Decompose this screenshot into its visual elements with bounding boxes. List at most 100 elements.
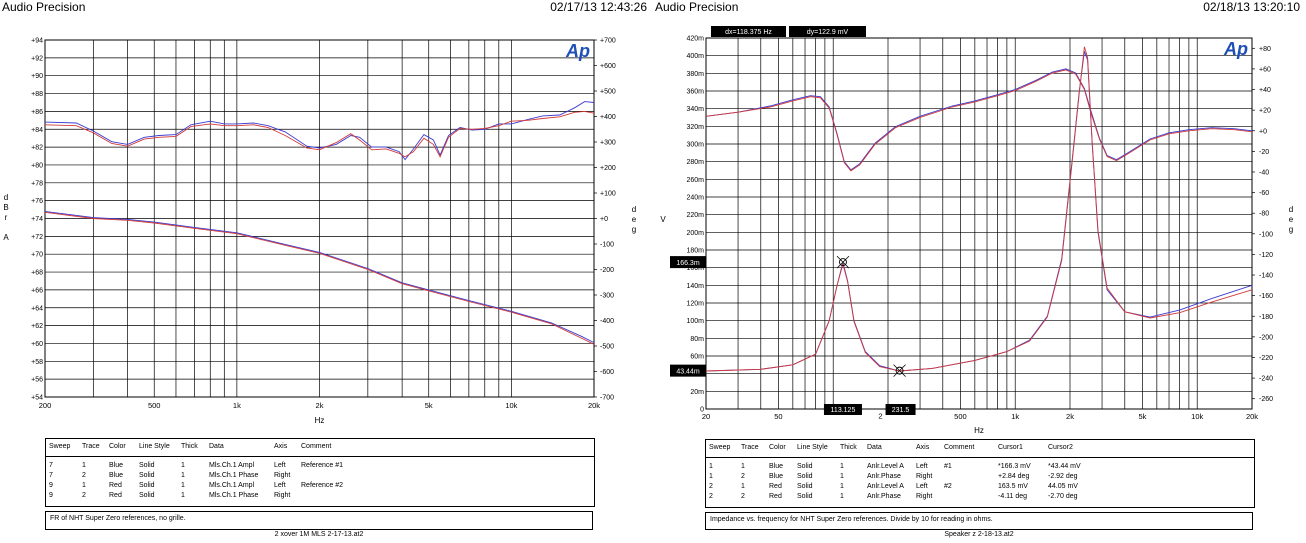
plot-area (705, 37, 1253, 410)
impedance-chart: 420m400m380m360m340m320m300m280m260m240m… (660, 26, 1294, 435)
x-tick-label: 20 (702, 412, 710, 421)
right-axis-label: d (1289, 205, 1293, 214)
left-chart-panel: Audio Precision 02/17/13 12:43:26 +94 +92… (2, 0, 647, 538)
left-tick-label: 300m (686, 142, 704, 149)
table-cell: *166.3 mV (998, 463, 1031, 470)
comment-box: FR of NHT Super Zero references, no gril… (45, 511, 593, 530)
table-cell: 2 (709, 493, 713, 500)
left-tick-label: 160m (686, 265, 704, 272)
right-tick-label: +100 (600, 191, 616, 198)
right-tick-label: -120 (1259, 252, 1273, 259)
sweep-table: Sweep Trace Color Line Style Thick Data Axis Co… (705, 439, 1255, 508)
left-tick-label: +84 (31, 127, 43, 134)
left-tick-label: +68 (31, 270, 43, 277)
table-cell: Blue (769, 473, 784, 480)
table-cell: 1 (741, 463, 745, 470)
right-tick-label: +80 (1259, 46, 1271, 53)
table-cell: 2 (741, 493, 745, 500)
right-tick-label: -500 (600, 344, 614, 351)
left-tick-label: +74 (31, 216, 43, 223)
left-tick-label: +54 (31, 395, 43, 402)
table-cell: 1 (840, 483, 844, 490)
right-tick-label: -60 (1259, 190, 1269, 197)
x-tick-label: 5k (1138, 412, 1146, 421)
left-tick-label: 200m (686, 230, 704, 237)
left-tick-label: +90 (31, 73, 43, 80)
left-tick-label: 280m (686, 159, 704, 166)
ap-logo: Ap (1223, 39, 1248, 59)
cursor2-marker-cross (893, 364, 906, 377)
table-cell: Solid (797, 473, 813, 480)
table-header-cell: Trace (82, 443, 100, 450)
right-tick-label: +600 (600, 63, 616, 70)
left-tick-label: 360m (686, 89, 704, 96)
x-tick-label: 1k (233, 401, 241, 410)
left-axis-label: V (660, 215, 666, 224)
right-tick-label: -100 (600, 242, 614, 249)
series-line (44, 110, 595, 158)
right-tick-label: -40 (1259, 169, 1269, 176)
table-header-cell: Data (867, 444, 882, 451)
table-cell: 2 (82, 492, 86, 499)
table-cell: Red (109, 482, 122, 489)
series-line (44, 210, 595, 344)
series-line (44, 211, 595, 345)
cursor2-y-readout: 43.44m (676, 369, 700, 376)
table-cell: 163.5 mV (998, 483, 1028, 490)
table-cell: Red (109, 492, 122, 499)
table-cell: -2.92 deg (1048, 473, 1078, 480)
right-tick-label: +200 (600, 165, 616, 172)
x-tick-label: 10k (1191, 412, 1203, 421)
table-cell: 1 (82, 482, 86, 489)
left-tick-label: +62 (31, 323, 43, 330)
x-tick-label: 20k (588, 401, 600, 410)
table-cell: Right (274, 492, 291, 499)
right-chart-panel: Audio Precision 02/18/13 13:20:10 420m 40… (653, 0, 1306, 543)
table-cell: 1 (709, 473, 713, 480)
sweep-table: Sweep Trace Color Line Style Thick Data Axis Co… (45, 438, 595, 507)
table-cell: Left (274, 462, 286, 469)
table-cell: Anlr.Level A (867, 463, 904, 470)
left-tick-label: 320m (686, 124, 704, 131)
table-header-cell: Trace (741, 444, 759, 451)
table-cell: 1 (840, 463, 844, 470)
table-header-cell: Line Style (139, 443, 170, 450)
dx-readout-box (711, 26, 786, 37)
left-tick-label: +58 (31, 359, 43, 366)
table-cell: Mls.Ch.1 Phase (209, 472, 259, 479)
right-tick-label: +20 (1259, 108, 1271, 115)
table-cell: 2 (709, 483, 713, 490)
x-tick-label: 20k (1246, 412, 1258, 421)
x-tick-label: 500 (954, 412, 967, 421)
brand-label: Audio Precision (655, 0, 739, 14)
right-tick-label: +0 (1259, 128, 1267, 135)
table-cell: Red (769, 483, 782, 490)
ap-logo: Ap (565, 41, 590, 61)
table-cell: 1 (840, 473, 844, 480)
dy-readout: dy=122.9 mV (807, 29, 849, 36)
left-tick-label: 60m (690, 354, 704, 361)
table-header-cell: Thick (181, 443, 198, 450)
left-tick-label: 120m (686, 301, 704, 308)
right-tick-label: -20 (1259, 149, 1269, 156)
left-tick-label: +66 (31, 287, 43, 294)
x-tick-label: 200 (39, 401, 52, 410)
series-line (705, 46, 1253, 372)
right-tick-label: -600 (600, 369, 614, 376)
left-tick-label: +72 (31, 234, 43, 241)
table-header-cell: Axis (916, 444, 930, 451)
table-cell: Mls.Ch.1 Ampl (209, 462, 255, 469)
timestamp: 02/18/13 13:20:10 (1203, 0, 1300, 14)
right-tick-label: -180 (1259, 314, 1273, 321)
frequency-response-chart: +94 +92 +90 +88 +86 +84 +82 +80 +78 +76 +74 +72 +70 +… (3, 38, 636, 426)
right-tick-label: +300 (600, 140, 616, 147)
right-tick-label: +400 (600, 114, 616, 121)
table-cell: Right (916, 473, 933, 480)
left-tick-label: +76 (31, 198, 43, 205)
table-cell: Right (274, 472, 291, 479)
cursor2-y-readout-box (670, 364, 706, 377)
table-header-cell: Data (209, 443, 224, 450)
left-axis-label: A (3, 233, 9, 242)
table-divider (46, 456, 594, 457)
table-cell: 2 (741, 473, 745, 480)
